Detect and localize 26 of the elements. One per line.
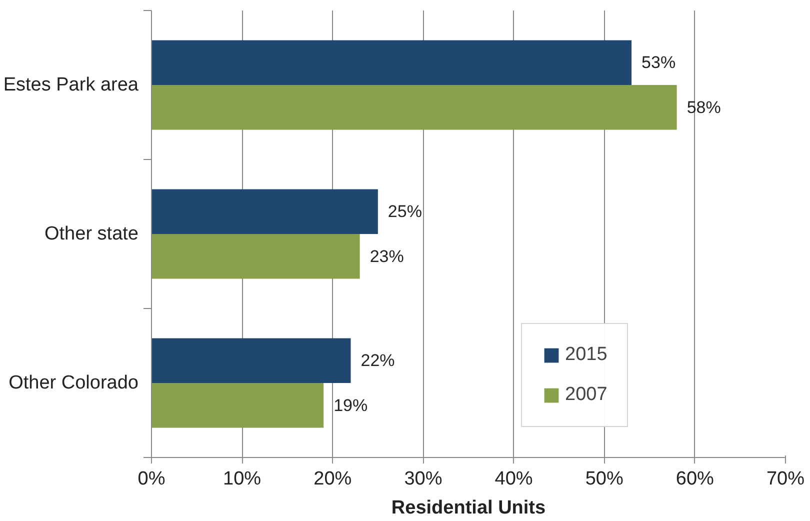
- data-label: 23%: [370, 246, 404, 266]
- x-tick-label: 10%: [223, 468, 262, 490]
- x-tick-label: 20%: [314, 468, 352, 490]
- data-label: 25%: [388, 202, 422, 222]
- data-label: 58%: [686, 98, 721, 117]
- y-tick-label: Other Colorado: [8, 372, 139, 394]
- legend-label: 2007: [565, 384, 608, 406]
- x-tick-label: 0%: [138, 468, 166, 490]
- y-tick-label: Estes Park area: [3, 74, 139, 96]
- x-tick-label: 30%: [404, 468, 442, 490]
- x-tick-label: 40%: [494, 468, 533, 490]
- bar: [152, 234, 360, 279]
- data-label: 22%: [360, 351, 395, 370]
- x-axis-title: Residential Units: [391, 498, 546, 518]
- bar: [152, 338, 351, 383]
- y-tick-label: Other state: [44, 224, 139, 244]
- x-tick-label: 50%: [585, 468, 624, 490]
- bar: [152, 383, 324, 428]
- bar: [152, 85, 677, 130]
- bar: [152, 189, 378, 234]
- bar: [152, 40, 632, 85]
- legend-label: 2015: [565, 344, 608, 366]
- data-label: 53%: [642, 53, 676, 72]
- x-tick-label: 70%: [766, 468, 805, 490]
- data-label: 19%: [334, 396, 368, 415]
- x-tick-label: 60%: [676, 468, 714, 490]
